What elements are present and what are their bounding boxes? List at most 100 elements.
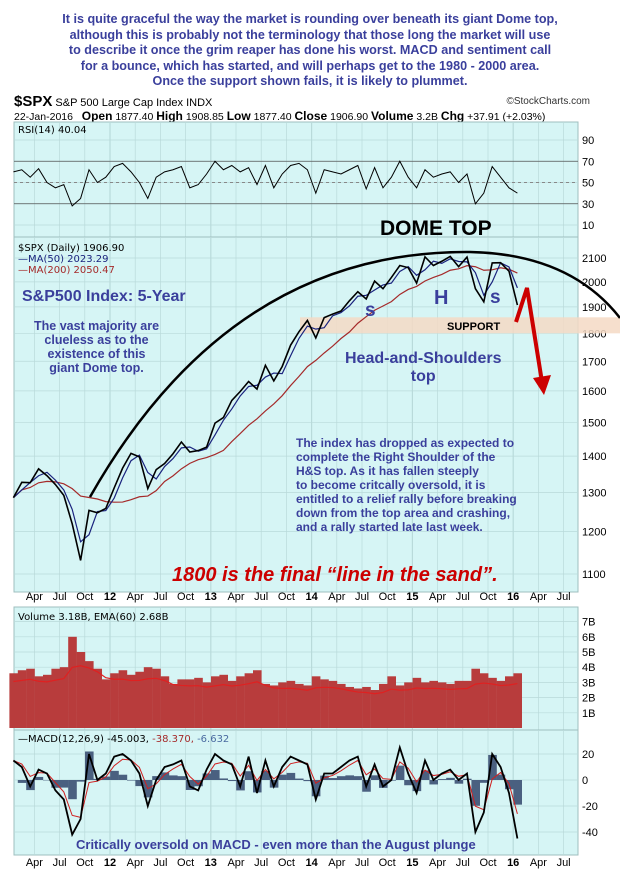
macd-histogram-bar: [286, 772, 296, 780]
x-tick-label: 16: [507, 591, 519, 603]
volume-bar: [127, 674, 136, 728]
volume-bar: [253, 670, 262, 728]
x-tick-label: Oct: [379, 857, 396, 869]
volume-bar: [194, 677, 203, 728]
macd-histogram-bar: [127, 780, 136, 781]
volume-bar: [379, 683, 388, 728]
volume-bar: [152, 668, 161, 728]
volume-bar: [311, 676, 321, 728]
volume-bar: [479, 673, 489, 728]
macd-histogram-bar: [211, 770, 220, 780]
volume-bar: [261, 683, 270, 728]
note-line: complete the Right Shoulder of the: [296, 450, 496, 464]
macd-histogram-bar: [177, 776, 186, 780]
note-line: H&S top. As it has fallen steeply: [296, 464, 479, 478]
x-tick-label: Jul: [53, 591, 67, 603]
volume-bar: [454, 680, 464, 728]
rsi-tick-label: 50: [582, 178, 594, 190]
volume-bar: [370, 690, 380, 728]
x-tick-label: Oct: [76, 591, 93, 603]
macd-histogram-bar: [513, 780, 522, 805]
volume-bar: [471, 668, 480, 728]
x-tick-label: 13: [205, 857, 217, 869]
dome-arc: [88, 250, 620, 498]
macd-histogram-bar: [253, 780, 262, 793]
x-tick-label: 13: [205, 591, 217, 603]
x-tick-label: Jul: [53, 857, 67, 869]
volume-bar: [362, 686, 371, 728]
macd-histogram-bar: [17, 780, 27, 783]
volume-value: 3.2B: [416, 111, 438, 123]
volume-bar: [412, 677, 422, 728]
macd-histogram-bar: [429, 780, 438, 785]
macd-histogram-bar: [437, 779, 447, 780]
macd-tick-label: 0: [582, 775, 588, 787]
volume-bar: [345, 686, 354, 728]
ohlc-bar: 22-Jan-2016 Open 1877.40 High 1908.85 Lo…: [14, 109, 545, 123]
macd-histogram-bar: [370, 775, 380, 780]
close-label: Close: [294, 109, 328, 123]
chart-annotation-title: S&P500 Index: 5-Year: [22, 288, 186, 305]
macd-tick-label: -20: [582, 801, 598, 813]
macd-line: [12, 744, 519, 839]
intro-line: Once the support shown fails, it is like…: [152, 74, 468, 88]
macd-histogram-bar: [227, 780, 237, 782]
macd-histogram-bar: [421, 770, 430, 780]
x-tick-label: 14: [305, 591, 318, 603]
price-tick-label: 1200: [582, 526, 606, 538]
macd-histogram-bar: [194, 780, 203, 787]
volume-bar: [303, 685, 312, 728]
volume-bar: [17, 670, 27, 728]
head-label: H: [434, 287, 449, 309]
x-tick-label: Oct: [177, 591, 194, 603]
x-tick-label: 15: [406, 591, 418, 603]
macd-histogram-bar: [311, 780, 321, 797]
macd-histogram-bar: [85, 751, 94, 780]
intro-commentary: It is quite graceful the way the market …: [10, 12, 610, 90]
symbol: $SPX: [14, 93, 53, 110]
macd-label-part: -6.632: [197, 734, 229, 745]
macd-histogram-bar: [395, 765, 405, 780]
rsi-line: [13, 160, 518, 207]
macd-histogram-bar: [219, 778, 228, 780]
price-tick-label: 1500: [582, 417, 606, 429]
macd-histogram-bar: [328, 778, 338, 780]
chg-value: +37.91 (+2.03%): [467, 111, 546, 123]
volume-bar: [101, 679, 111, 728]
price-label: $SPX (Daily) 1906.90: [18, 243, 124, 254]
price-tick-label: 1700: [582, 356, 606, 368]
volume-bar: [135, 671, 144, 728]
stockcharts-credit: ©StockCharts.com: [506, 96, 590, 107]
ma200-label: —MA(200) 2050.47: [18, 265, 115, 276]
macd-note: Critically oversold on MACD - even more …: [76, 837, 476, 852]
macd-histogram-bar: [135, 780, 144, 787]
macd-histogram-bar: [303, 780, 312, 782]
volume-bar: [463, 680, 472, 728]
volume-bar: [59, 667, 69, 728]
right-shoulder-label: s: [490, 287, 501, 308]
volume-bar: [505, 676, 514, 728]
price-line: [12, 255, 519, 561]
volume-bar: [211, 676, 220, 728]
x-tick-label: Jul: [355, 857, 369, 869]
price-tick-label: 1900: [582, 302, 606, 314]
volume-bar: [446, 683, 455, 728]
x-tick-label: Apr: [26, 591, 43, 603]
volume-bar: [68, 636, 77, 728]
macd-histogram-bar: [244, 771, 254, 780]
high-value: 1908.85: [185, 111, 224, 123]
x-tick-label: Jul: [254, 857, 268, 869]
macd-histogram-bar: [160, 772, 170, 780]
macd-histogram-bar: [101, 776, 111, 780]
macd-histogram-bar: [488, 754, 497, 780]
volume-bar: [421, 682, 430, 728]
x-tick-label: Apr: [429, 591, 446, 603]
volume-bar: [177, 679, 186, 728]
macd-histogram-bar: [471, 780, 480, 806]
note-line: down from the top area and crashing,: [296, 506, 511, 520]
open-label: Open: [81, 109, 113, 123]
macd-histogram-bar: [412, 780, 422, 792]
x-tick-label: Jul: [557, 857, 571, 869]
volume-ema-line: [13, 665, 518, 695]
high-label: High: [156, 109, 183, 123]
